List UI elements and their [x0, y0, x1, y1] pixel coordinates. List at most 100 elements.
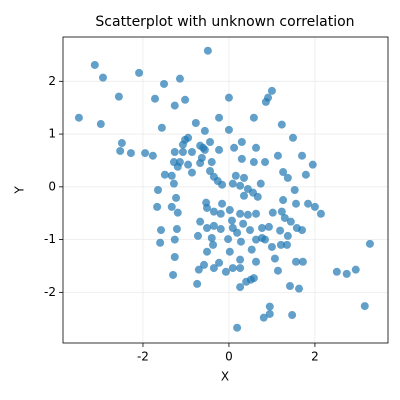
- point: [276, 240, 285, 249]
- point: [264, 222, 273, 231]
- point: [273, 266, 282, 275]
- point: [90, 60, 99, 69]
- point: [246, 226, 255, 235]
- point: [172, 225, 181, 234]
- point: [228, 264, 237, 273]
- point: [236, 181, 245, 190]
- point: [98, 73, 107, 82]
- point: [178, 140, 187, 149]
- point: [252, 235, 261, 244]
- point: [239, 219, 248, 228]
- point: [233, 228, 242, 237]
- point: [167, 171, 176, 180]
- y-tick-label: -1: [44, 232, 56, 246]
- point: [258, 223, 267, 232]
- point: [332, 267, 341, 276]
- point: [261, 158, 270, 167]
- point: [295, 284, 304, 293]
- point: [276, 226, 285, 235]
- point: [239, 173, 248, 182]
- point: [360, 302, 369, 311]
- y-tick-label: 2: [48, 74, 56, 88]
- point: [259, 313, 268, 322]
- point: [96, 120, 105, 129]
- point: [187, 148, 196, 157]
- point: [270, 254, 279, 263]
- point: [150, 94, 159, 103]
- point: [239, 191, 248, 200]
- point: [236, 237, 245, 246]
- point: [207, 234, 216, 243]
- y-tick-label: 1: [48, 127, 56, 141]
- point: [265, 302, 274, 311]
- point: [298, 226, 307, 235]
- point: [236, 264, 245, 273]
- chart-title: Scatterplot with unknown correlation: [95, 14, 354, 30]
- point: [117, 139, 126, 148]
- point: [203, 223, 212, 232]
- point: [237, 137, 246, 146]
- point: [173, 162, 182, 171]
- point: [193, 279, 202, 288]
- point: [308, 160, 317, 169]
- point: [206, 167, 215, 176]
- point: [268, 208, 277, 217]
- point: [265, 309, 274, 318]
- point: [209, 264, 218, 273]
- point: [227, 216, 236, 225]
- point: [156, 238, 165, 247]
- point: [167, 202, 176, 211]
- point: [225, 247, 234, 256]
- point: [187, 168, 196, 177]
- point: [170, 101, 179, 110]
- point: [218, 180, 227, 189]
- point: [261, 235, 270, 244]
- x-axis-label: X: [221, 370, 229, 384]
- point: [252, 143, 261, 152]
- point: [175, 74, 184, 83]
- point: [283, 173, 292, 182]
- point: [157, 226, 166, 235]
- point: [249, 274, 258, 283]
- point: [154, 186, 163, 194]
- point: [207, 158, 216, 167]
- point: [157, 123, 166, 132]
- point: [233, 323, 242, 332]
- point: [116, 146, 125, 155]
- point: [237, 154, 246, 163]
- point: [172, 193, 181, 202]
- point: [221, 267, 230, 276]
- point: [203, 46, 212, 55]
- point: [215, 113, 224, 122]
- point: [288, 311, 297, 320]
- y-tick-label: -2: [44, 285, 56, 299]
- point: [218, 199, 227, 208]
- point: [203, 247, 212, 256]
- point: [200, 126, 209, 135]
- x-tick-label: 2: [311, 350, 319, 364]
- plot-frame: [62, 36, 389, 344]
- point: [316, 209, 325, 218]
- point: [290, 186, 299, 194]
- point: [256, 179, 265, 188]
- point: [304, 199, 313, 208]
- point: [126, 149, 135, 158]
- point: [153, 202, 162, 211]
- point: [230, 143, 239, 152]
- point: [310, 202, 319, 211]
- point: [206, 137, 215, 146]
- y-axis-label: Y: [13, 186, 27, 195]
- point: [231, 171, 240, 180]
- point: [191, 118, 200, 127]
- point: [209, 207, 218, 216]
- point: [279, 168, 288, 177]
- point: [249, 158, 258, 167]
- point: [178, 148, 187, 157]
- x-tick-label: 0: [225, 350, 233, 364]
- point: [200, 145, 209, 154]
- point: [261, 97, 270, 106]
- point: [252, 257, 261, 266]
- point: [225, 206, 234, 215]
- point: [280, 213, 289, 222]
- point: [224, 93, 233, 102]
